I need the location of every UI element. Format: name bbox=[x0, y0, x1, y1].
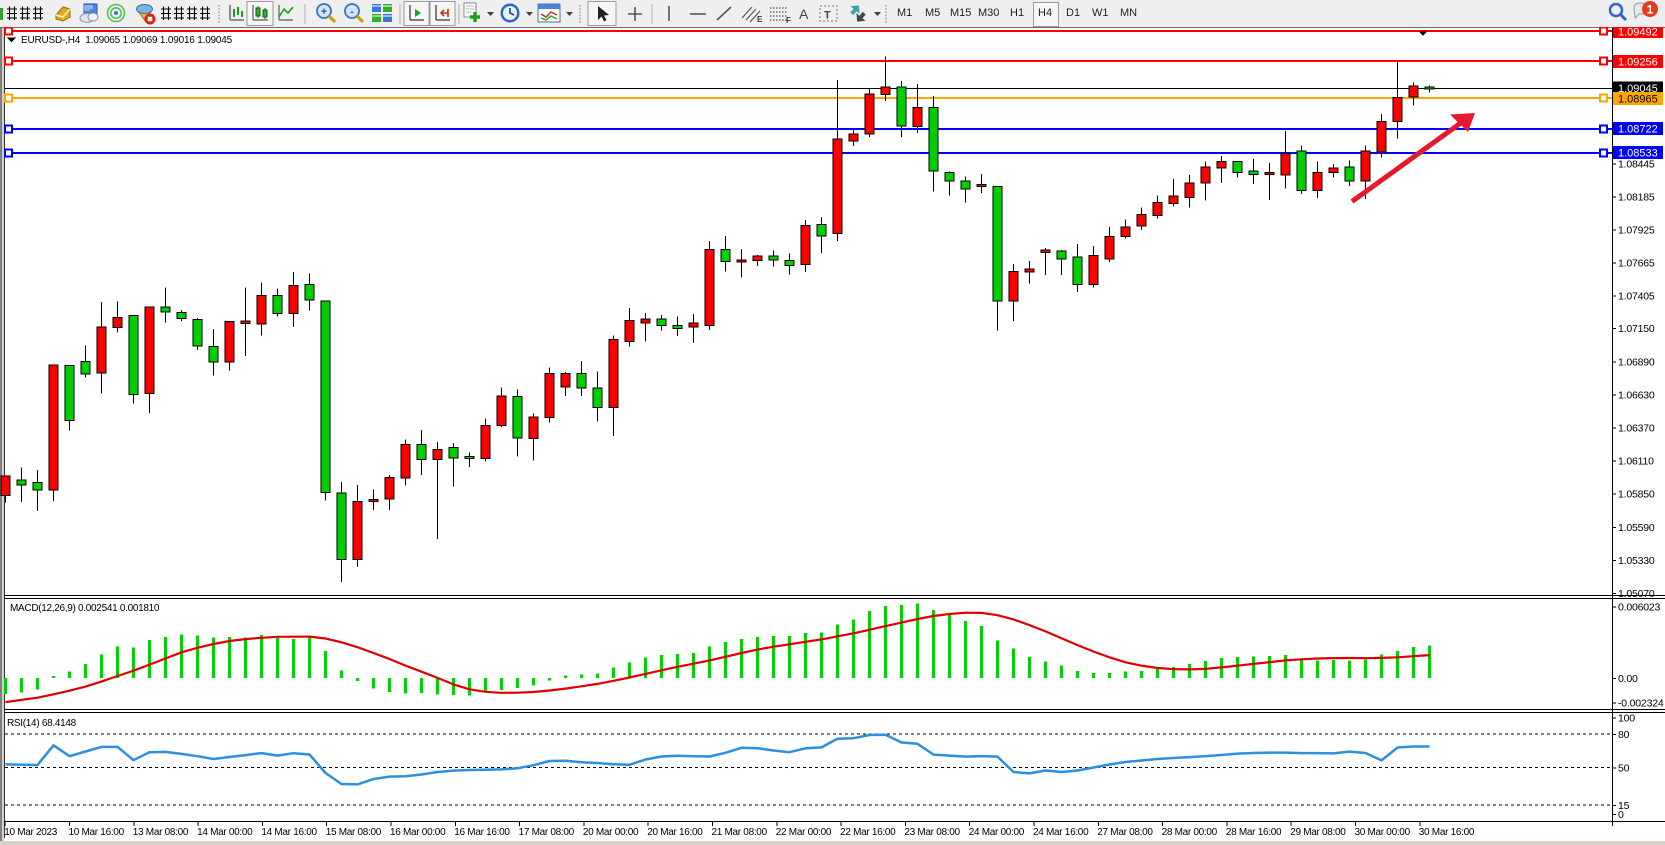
svg-text:1.06890: 1.06890 bbox=[1618, 356, 1655, 368]
svg-text:10 Mar 16:00: 10 Mar 16:00 bbox=[69, 827, 125, 838]
svg-text:1.08965: 1.08965 bbox=[1618, 94, 1658, 106]
svg-text:+: + bbox=[321, 6, 327, 18]
svg-text:1: 1 bbox=[1647, 3, 1654, 17]
svg-text:20 Mar 00:00: 20 Mar 00:00 bbox=[583, 827, 639, 838]
svg-text:E: E bbox=[757, 15, 763, 24]
svg-text:15 Mar 08:00: 15 Mar 08:00 bbox=[326, 827, 382, 838]
svg-text:28 Mar 16:00: 28 Mar 16:00 bbox=[1226, 827, 1282, 838]
svg-text:80: 80 bbox=[1618, 729, 1630, 741]
svg-text:30 Mar 16:00: 30 Mar 16:00 bbox=[1419, 827, 1475, 838]
svg-text:22 Mar 16:00: 22 Mar 16:00 bbox=[840, 827, 896, 838]
svg-text:1.07150: 1.07150 bbox=[1618, 323, 1655, 335]
svg-text:1.06370: 1.06370 bbox=[1618, 423, 1655, 435]
svg-text:24 Mar 16:00: 24 Mar 16:00 bbox=[1033, 827, 1089, 838]
svg-text:1.05330: 1.05330 bbox=[1618, 555, 1655, 567]
svg-text:1.08185: 1.08185 bbox=[1618, 191, 1655, 203]
svg-text:0.00: 0.00 bbox=[1618, 673, 1638, 685]
svg-text:16 Mar 16:00: 16 Mar 16:00 bbox=[454, 827, 510, 838]
svg-text:1.07405: 1.07405 bbox=[1618, 291, 1655, 303]
svg-text:13 Mar 08:00: 13 Mar 08:00 bbox=[133, 827, 189, 838]
svg-text:27 Mar 08:00: 27 Mar 08:00 bbox=[1097, 827, 1153, 838]
svg-text:17 Mar 08:00: 17 Mar 08:00 bbox=[519, 827, 575, 838]
svg-text:0.006023: 0.006023 bbox=[1618, 602, 1661, 614]
svg-text:1.08533: 1.08533 bbox=[1618, 148, 1658, 160]
svg-text:21 Mar 08:00: 21 Mar 08:00 bbox=[712, 827, 768, 838]
svg-text:MACD(12,26,9) 0.002541 0.00181: MACD(12,26,9) 0.002541 0.001810 bbox=[10, 603, 160, 614]
svg-text:1.06110: 1.06110 bbox=[1618, 456, 1654, 468]
svg-text:1.06630: 1.06630 bbox=[1618, 389, 1655, 401]
svg-text:24 Mar 00:00: 24 Mar 00:00 bbox=[969, 827, 1025, 838]
svg-text:1.09256: 1.09256 bbox=[1618, 57, 1658, 69]
svg-text:16 Mar 00:00: 16 Mar 00:00 bbox=[390, 827, 446, 838]
svg-text:1.07925: 1.07925 bbox=[1618, 225, 1655, 237]
svg-text:T: T bbox=[824, 10, 831, 22]
svg-text:23 Mar 08:00: 23 Mar 08:00 bbox=[904, 827, 960, 838]
svg-text:-: - bbox=[350, 6, 354, 18]
svg-text:22 Mar 00:00: 22 Mar 00:00 bbox=[776, 827, 832, 838]
svg-text:0: 0 bbox=[1618, 809, 1624, 821]
svg-text:20 Mar 16:00: 20 Mar 16:00 bbox=[647, 827, 703, 838]
svg-text:14 Mar 16:00: 14 Mar 16:00 bbox=[261, 827, 317, 838]
svg-text:-0.002324: -0.002324 bbox=[1618, 697, 1664, 709]
svg-text:50: 50 bbox=[1618, 763, 1630, 775]
svg-text:EURUSD-,H4 1.09065 1.09069 1.: EURUSD-,H4 1.09065 1.09069 1.09016 1.090… bbox=[21, 35, 233, 46]
svg-text:1.07665: 1.07665 bbox=[1618, 258, 1655, 270]
svg-text:1.05070: 1.05070 bbox=[1618, 588, 1655, 600]
svg-text:A: A bbox=[799, 6, 809, 22]
svg-text:15: 15 bbox=[1618, 800, 1630, 812]
svg-text:1.08722: 1.08722 bbox=[1618, 124, 1658, 136]
svg-text:14 Mar 00:00: 14 Mar 00:00 bbox=[197, 827, 253, 838]
svg-text:100: 100 bbox=[1618, 713, 1635, 725]
svg-text:1.08445: 1.08445 bbox=[1618, 158, 1655, 170]
svg-text:1.09492: 1.09492 bbox=[1618, 27, 1658, 39]
svg-text:RSI(14) 68.4148: RSI(14) 68.4148 bbox=[7, 718, 77, 729]
svg-text:28 Mar 00:00: 28 Mar 00:00 bbox=[1162, 827, 1218, 838]
svg-text:30 Mar 00:00: 30 Mar 00:00 bbox=[1355, 827, 1411, 838]
svg-text:29 Mar 08:00: 29 Mar 08:00 bbox=[1290, 827, 1346, 838]
svg-text:10 Mar 2023: 10 Mar 2023 bbox=[4, 827, 58, 838]
svg-text:1.05850: 1.05850 bbox=[1618, 489, 1655, 501]
svg-text:1.05590: 1.05590 bbox=[1618, 522, 1655, 534]
svg-text:F: F bbox=[786, 16, 791, 25]
